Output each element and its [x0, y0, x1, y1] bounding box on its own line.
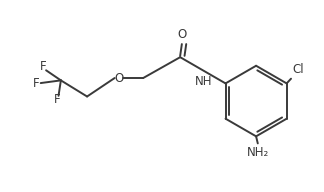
- Text: NH: NH: [195, 75, 213, 88]
- Text: F: F: [33, 77, 40, 90]
- Text: O: O: [177, 28, 187, 41]
- Text: Cl: Cl: [293, 63, 304, 76]
- Text: F: F: [54, 93, 61, 106]
- Text: F: F: [40, 60, 47, 73]
- Text: O: O: [114, 72, 124, 84]
- Text: NH₂: NH₂: [247, 146, 269, 159]
